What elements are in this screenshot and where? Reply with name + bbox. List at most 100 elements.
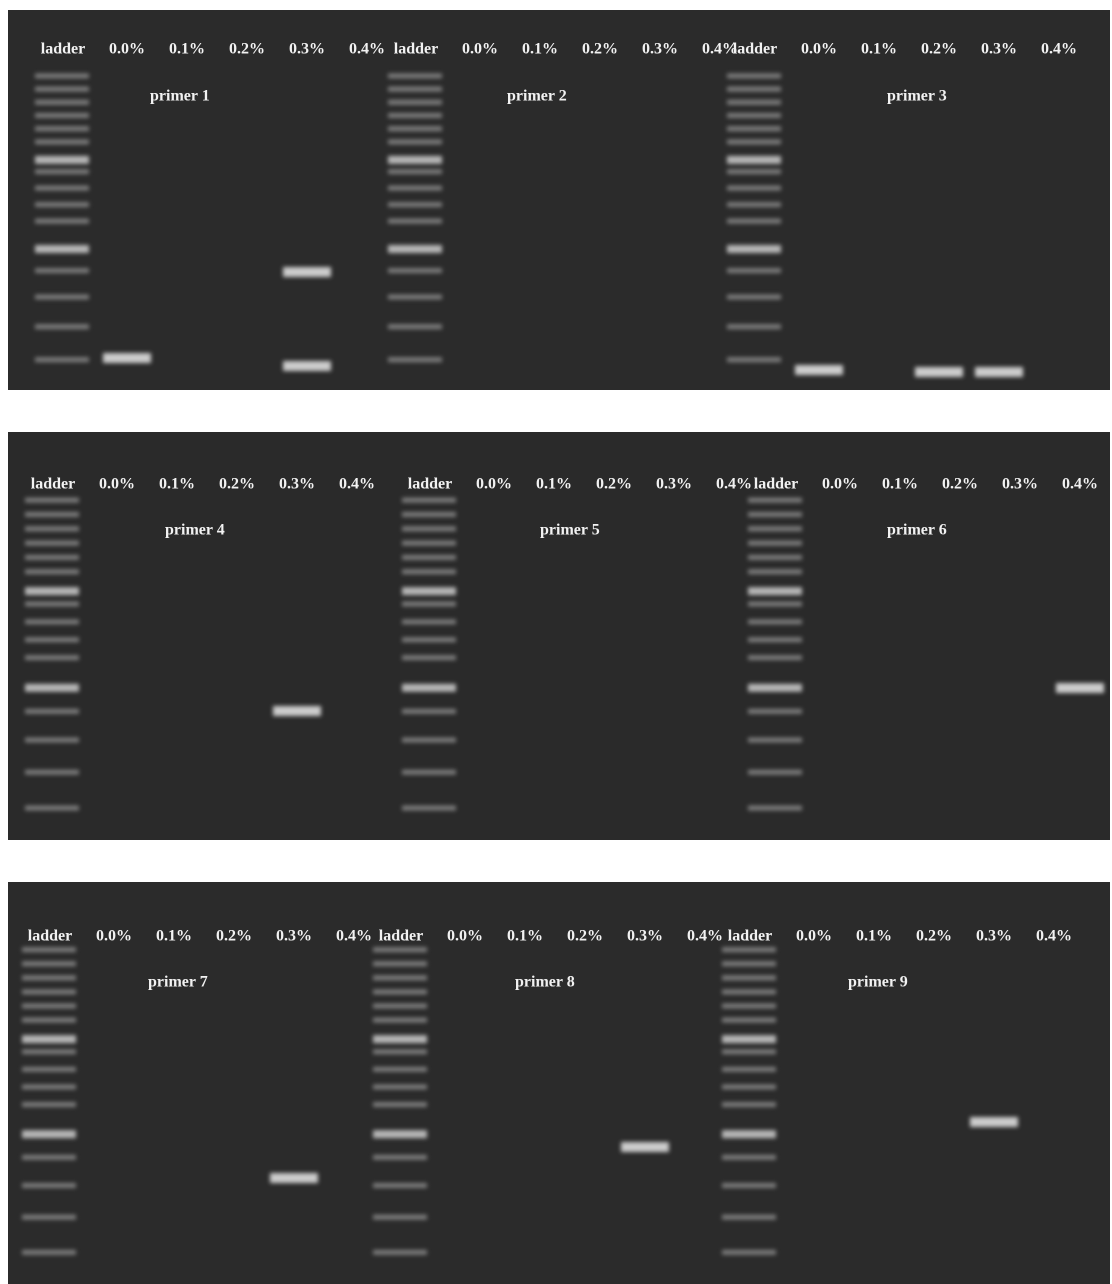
ladder-band	[727, 73, 781, 78]
ladder-band	[388, 357, 442, 362]
ladder-band	[748, 619, 802, 624]
ladder-band	[373, 947, 427, 952]
ladder-band	[402, 738, 456, 743]
ladder-band	[22, 1067, 76, 1072]
lane-label: ladder	[728, 928, 772, 945]
ladder-band	[35, 219, 89, 224]
ladder-band	[748, 738, 802, 743]
ladder-band	[22, 989, 76, 994]
ladder-band	[388, 100, 442, 105]
lane-label: 0.0%	[796, 928, 832, 945]
ladder-band	[727, 268, 781, 273]
ladder-band	[402, 655, 456, 660]
ladder-band	[25, 806, 79, 811]
lane-label: 0.1%	[861, 41, 897, 58]
lane-label: 0.3%	[656, 476, 692, 493]
lane-label: 0.3%	[279, 476, 315, 493]
ladder-band	[402, 637, 456, 642]
lane-label: 0.2%	[921, 41, 957, 58]
lane-label: 0.2%	[567, 928, 603, 945]
ladder-band	[727, 100, 781, 105]
ladder-band	[402, 512, 456, 517]
ladder-band	[35, 295, 89, 300]
ladder-band	[373, 1183, 427, 1188]
ladder-band	[748, 555, 802, 560]
ladder-band	[35, 186, 89, 191]
ladder-band	[388, 156, 442, 164]
ladder-band	[373, 1130, 427, 1138]
sample-band	[795, 365, 843, 375]
ladder-band	[25, 637, 79, 642]
ladder-band	[722, 961, 776, 966]
ladder-band	[727, 219, 781, 224]
ladder-band	[373, 1003, 427, 1008]
lane-label: 0.1%	[169, 41, 205, 58]
ladder-band	[25, 512, 79, 517]
ladder-band	[388, 186, 442, 191]
lane-label: 0.0%	[96, 928, 132, 945]
primer-label: primer 2	[507, 88, 567, 105]
primer-label: primer 3	[887, 88, 947, 105]
lane-label: 0.0%	[447, 928, 483, 945]
lane-label: ladder	[394, 41, 438, 58]
ladder-band	[22, 1155, 76, 1160]
ladder-band	[25, 555, 79, 560]
ladder-band	[22, 961, 76, 966]
ladder-band	[22, 1049, 76, 1054]
ladder-band	[722, 1067, 776, 1072]
gel-panel	[8, 10, 1110, 390]
lane-label: 0.1%	[882, 476, 918, 493]
ladder-band	[35, 169, 89, 174]
ladder-band	[388, 295, 442, 300]
gel-figure: ladder0.0%0.1%0.2%0.3%0.4%primer 1ladder…	[0, 0, 1112, 1284]
ladder-band	[402, 619, 456, 624]
ladder-band	[25, 738, 79, 743]
ladder-band	[727, 186, 781, 191]
lane-label: 0.4%	[1041, 41, 1077, 58]
ladder-band	[35, 87, 89, 92]
ladder-band	[722, 989, 776, 994]
ladder-band	[373, 1084, 427, 1089]
ladder-band	[388, 73, 442, 78]
ladder-band	[727, 126, 781, 131]
primer-label: primer 8	[515, 974, 575, 991]
lane-label: 0.1%	[156, 928, 192, 945]
ladder-band	[727, 357, 781, 362]
ladder-band	[402, 770, 456, 775]
ladder-band	[402, 806, 456, 811]
ladder-band	[25, 655, 79, 660]
primer-label: primer 4	[165, 522, 225, 539]
ladder-band	[388, 139, 442, 144]
lane-label: 0.2%	[219, 476, 255, 493]
lane-label: 0.0%	[476, 476, 512, 493]
lane-label: 0.0%	[801, 41, 837, 58]
ladder-band	[402, 587, 456, 595]
ladder-band	[35, 100, 89, 105]
lane-label: ladder	[754, 476, 798, 493]
lane-label: ladder	[31, 476, 75, 493]
ladder-band	[402, 555, 456, 560]
sample-band	[103, 353, 151, 363]
ladder-band	[727, 169, 781, 174]
ladder-band	[722, 1102, 776, 1107]
lane-label: 0.4%	[1036, 928, 1072, 945]
ladder-band	[22, 1250, 76, 1255]
ladder-band	[388, 219, 442, 224]
ladder-band	[388, 324, 442, 329]
ladder-band	[22, 1084, 76, 1089]
primer-label: primer 5	[540, 522, 600, 539]
ladder-band	[22, 1018, 76, 1023]
ladder-band	[402, 498, 456, 503]
ladder-band	[722, 1003, 776, 1008]
ladder-band	[35, 126, 89, 131]
lane-label: 0.3%	[289, 41, 325, 58]
ladder-band	[388, 113, 442, 118]
ladder-band	[748, 498, 802, 503]
ladder-band	[35, 245, 89, 253]
ladder-band	[727, 113, 781, 118]
ladder-band	[35, 73, 89, 78]
primer-label: primer 6	[887, 522, 947, 539]
ladder-band	[373, 989, 427, 994]
lane-label: 0.1%	[507, 928, 543, 945]
ladder-band	[22, 1183, 76, 1188]
